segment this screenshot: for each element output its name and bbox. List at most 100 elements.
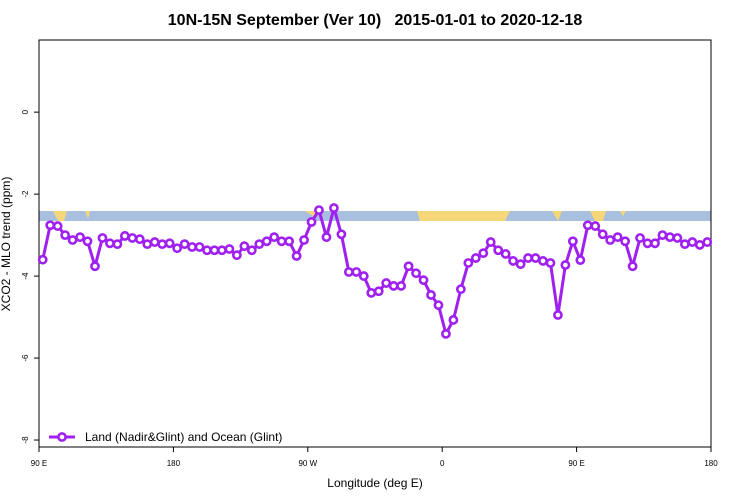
data-point <box>37 254 48 265</box>
data-point <box>336 229 347 240</box>
data-point <box>217 245 227 256</box>
data-point <box>612 232 623 243</box>
data-point <box>426 290 436 300</box>
data-point <box>67 235 78 245</box>
data-point <box>358 271 369 281</box>
data-point <box>172 243 183 254</box>
data-point <box>164 238 175 249</box>
data-point <box>134 234 145 245</box>
data-point <box>665 232 675 243</box>
x-tick-label: 90 E <box>31 459 47 468</box>
data-point <box>254 239 265 250</box>
data-point <box>657 230 668 240</box>
data-point <box>187 242 197 252</box>
x-axis-label: Longitude (deg E) <box>327 476 422 490</box>
data-point <box>276 236 287 247</box>
data-point <box>679 239 690 250</box>
data-point <box>321 232 332 243</box>
data-point <box>433 300 444 311</box>
data-point <box>373 286 384 297</box>
data-point <box>567 236 578 247</box>
data-point <box>441 328 451 339</box>
legend-marker <box>57 432 67 442</box>
data-point <box>202 245 212 256</box>
data-point <box>209 245 220 256</box>
land-ocean-strip <box>39 211 711 221</box>
data-point <box>52 221 63 231</box>
data-point <box>560 260 571 270</box>
data-point <box>45 220 56 231</box>
data-point <box>485 237 496 247</box>
data-point <box>179 239 190 250</box>
x-tick-label: 180 <box>704 459 718 468</box>
x-tick-label: 0 <box>440 459 445 468</box>
data-point <box>672 233 683 243</box>
data-point <box>329 203 339 213</box>
data-point <box>508 256 519 266</box>
data-point <box>418 275 429 286</box>
data-point <box>448 315 459 325</box>
land-patch <box>552 211 562 221</box>
data-point <box>470 253 481 263</box>
y-tick-label: 0 <box>21 109 30 114</box>
data-point <box>500 249 511 259</box>
legend-label: Land (Nadir&Glint) and Ocean (Glint) <box>85 430 282 444</box>
data-point <box>75 232 85 243</box>
data-point <box>627 261 638 272</box>
land-patch <box>85 211 90 219</box>
data-point <box>119 231 130 241</box>
data-point <box>538 256 548 266</box>
data-point <box>82 236 93 247</box>
data-point <box>157 239 168 250</box>
data-point <box>702 237 713 247</box>
data-point <box>127 233 138 243</box>
data-point <box>261 236 272 247</box>
data-point <box>478 248 489 259</box>
y-axis-label: XCO2 - MLO trend (ppm) <box>0 177 13 312</box>
land-patch <box>620 211 626 216</box>
data-point <box>97 233 108 243</box>
data-point <box>694 240 705 250</box>
data-point <box>343 267 354 277</box>
data-point <box>396 281 407 291</box>
data-point <box>388 281 399 291</box>
data-point <box>575 255 586 265</box>
data-point <box>463 258 474 268</box>
data-point <box>582 220 593 231</box>
data-point <box>194 242 205 252</box>
x-tick-label: 90 W <box>298 459 317 468</box>
data-point <box>314 205 324 215</box>
land-patch <box>590 211 606 221</box>
data-point <box>284 236 295 247</box>
y-tick-label: -8 <box>21 436 30 444</box>
data-point <box>306 217 317 227</box>
data-point <box>366 287 377 298</box>
data-point <box>351 267 362 277</box>
data-point <box>515 259 526 270</box>
data-point <box>545 258 556 268</box>
data-point <box>90 261 100 272</box>
data-point <box>239 241 250 252</box>
data-point <box>231 250 242 261</box>
data-point <box>642 238 653 249</box>
data-point <box>523 253 533 263</box>
land-patch <box>53 211 67 221</box>
data-point <box>403 261 414 272</box>
y-tick-label: -2 <box>21 190 30 198</box>
data-point <box>650 238 660 249</box>
land-patch <box>417 211 510 221</box>
data-point <box>269 232 280 243</box>
data-point <box>381 278 392 288</box>
data-point <box>149 237 160 247</box>
x-tick-label: 180 <box>167 459 181 468</box>
data-point <box>224 244 235 254</box>
data-point <box>455 284 466 295</box>
data-point <box>687 237 698 247</box>
data-point <box>530 253 541 263</box>
data-point <box>60 230 71 240</box>
x-tick-label: 90 E <box>568 459 584 468</box>
data-point <box>605 235 616 245</box>
ocean-strip <box>39 211 711 221</box>
data-point <box>590 221 601 231</box>
